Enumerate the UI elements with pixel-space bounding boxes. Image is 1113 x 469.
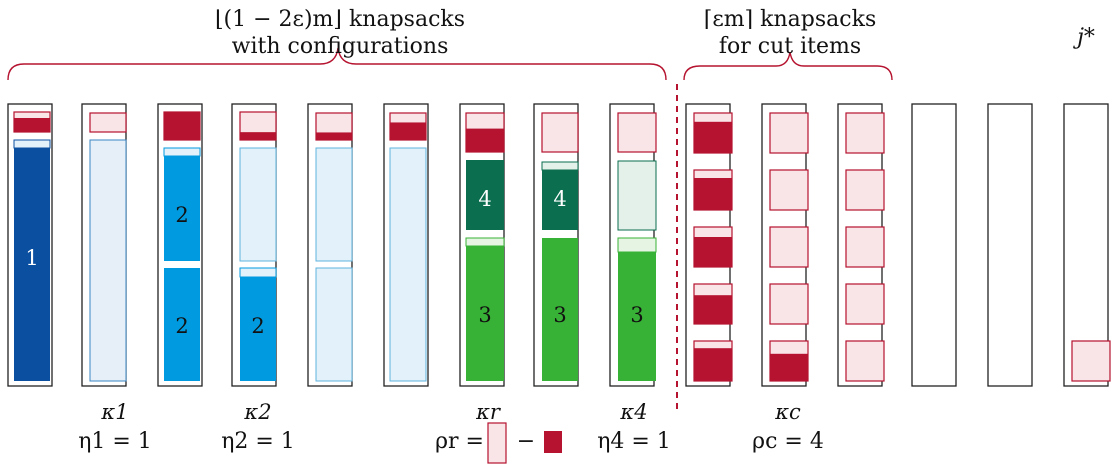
cut-item: [845, 169, 885, 211]
rho-r-minus-label: −: [516, 429, 536, 454]
eta4-label: η4 = 1: [597, 429, 671, 454]
knapsack-bin: [911, 103, 957, 387]
item-2: [164, 268, 200, 381]
cut-item: [845, 226, 885, 268]
kappa2-label: κ2: [244, 400, 272, 424]
item-4-slack: [541, 161, 579, 171]
item-3-slack: [617, 237, 657, 253]
item-1-empty: [389, 147, 427, 382]
jstar-item: [1071, 340, 1111, 382]
cut-item: [769, 112, 809, 154]
rho-r-filled-box: [544, 431, 562, 453]
item-2: [240, 277, 276, 381]
eta2-label: η2 = 1: [221, 429, 295, 454]
kappac-label: κc: [775, 400, 801, 424]
cut-item: [89, 112, 127, 133]
item-2-label: 2: [251, 314, 264, 338]
cut-item-fill: [466, 128, 504, 152]
config-header-line1: ⌊(1 − 2ε)m⌋ knapsacks: [214, 7, 466, 32]
jstar-label: j*: [1077, 25, 1095, 50]
item-4-label: 4: [553, 187, 566, 211]
cut-item-fill: [694, 295, 732, 324]
cut-item-fill: [164, 112, 200, 140]
cut-item: [845, 112, 885, 154]
cut-header-line2: for cut items: [718, 34, 862, 59]
cut-item-fill: [694, 121, 732, 153]
item-2-empty: [315, 147, 353, 262]
item-2-slack: [239, 267, 277, 278]
cut-item-fill: [316, 132, 352, 140]
item-3: [618, 252, 656, 381]
item-4: [542, 170, 578, 230]
item-4: [466, 160, 504, 230]
item-2-slack: [163, 147, 201, 157]
config-header-line2: with configurations: [231, 34, 449, 59]
item-4-empty: [617, 160, 657, 231]
cut-item: [769, 169, 809, 211]
knapsack-bin: [1063, 103, 1109, 387]
cut-item-fill: [694, 348, 732, 381]
kappar-label: κr: [476, 400, 500, 424]
cut-item-fill: [770, 353, 808, 381]
item-3: [542, 238, 578, 381]
item-2: [164, 156, 200, 261]
cut-item-fill: [694, 178, 732, 210]
item-2-label: 2: [175, 314, 188, 338]
cut-brace: [683, 51, 893, 81]
item-3: [466, 246, 504, 381]
cut-item: [769, 283, 809, 325]
cut-item-fill: [14, 118, 50, 132]
kappa4-label: κ4: [620, 400, 648, 424]
item-2-label: 2: [175, 203, 188, 227]
config-brace: [7, 47, 667, 81]
cut-item: [845, 340, 885, 382]
item-3-slack: [465, 237, 505, 247]
item-2-empty: [315, 267, 353, 382]
item-1-empty: [89, 139, 127, 382]
cut-item: [769, 226, 809, 268]
item-1-label: 1: [25, 246, 38, 270]
rhoc-label: ρc = 4: [752, 429, 824, 454]
knapsack-bin: [7, 103, 53, 387]
item-3-label: 3: [478, 303, 491, 327]
item-1: [14, 148, 50, 381]
item-2-empty: [239, 147, 277, 262]
cut-item: [541, 112, 579, 153]
cut-item: [617, 112, 657, 153]
item-1-slack: [13, 139, 51, 149]
knapsack-bin: [987, 103, 1033, 387]
eta1-label: η1 = 1: [78, 429, 152, 454]
cut-item-fill: [240, 132, 276, 140]
item-4-label: 4: [478, 187, 491, 211]
rho-r-empty-box: [487, 422, 507, 464]
cut-header-line1: ⌈εm⌉ knapsacks: [703, 7, 877, 32]
knapsack-bin: [157, 103, 203, 387]
rho-r-prefix-label: ρr =: [435, 429, 484, 454]
knapsack-bin: [383, 103, 429, 387]
item-3-label: 3: [630, 303, 643, 327]
item-3-label: 3: [553, 303, 566, 327]
cut-item: [845, 283, 885, 325]
cut-item-fill: [390, 122, 426, 140]
kappa1-label: κ1: [101, 400, 129, 424]
cut-item-fill: [694, 237, 732, 267]
